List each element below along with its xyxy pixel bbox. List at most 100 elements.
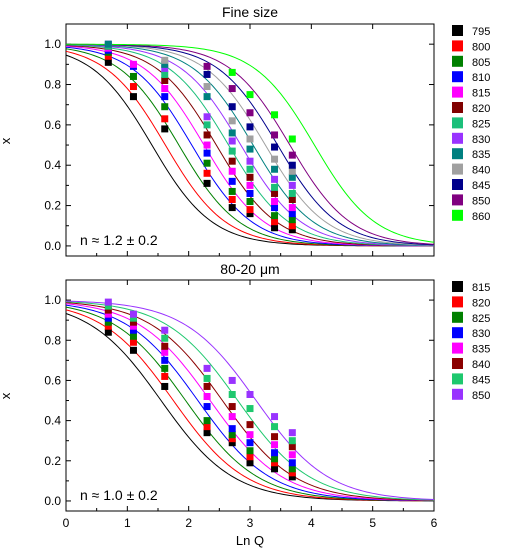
data-point-845 <box>271 143 279 151</box>
y-tick-label: 0.4 <box>44 414 61 428</box>
data-point-830 <box>288 181 296 189</box>
legend-label: 825 <box>472 118 490 130</box>
legend-swatch-835 <box>452 148 463 160</box>
data-point-845 <box>228 390 236 398</box>
data-point-850 <box>246 390 254 398</box>
legend-swatch-840 <box>452 163 463 175</box>
data-point-835 <box>104 40 112 48</box>
data-point-810 <box>271 204 279 212</box>
legend-swatch-825 <box>452 117 463 129</box>
data-point-820 <box>228 435 236 443</box>
data-point-835 <box>271 165 279 173</box>
data-point-845 <box>228 103 236 111</box>
data-point-850 <box>228 376 236 384</box>
legend-label: 850 <box>472 390 490 402</box>
y-axis-label: x <box>0 392 13 399</box>
data-point-820 <box>161 76 169 84</box>
data-point-815 <box>129 346 137 354</box>
data-point-835 <box>246 431 254 439</box>
data-point-830 <box>271 449 279 457</box>
plot-marks: 0.0 0.2 0.4 0.6 0.8 1.0 0 1 2 3 4 5 6 <box>44 279 438 530</box>
data-point-840 <box>271 155 279 163</box>
data-point-815 <box>271 465 279 473</box>
legend-label: 845 <box>472 180 490 192</box>
fit-annotation: n ≈ 1.0 ± 0.2 <box>80 487 158 503</box>
data-point-825 <box>246 447 254 455</box>
data-point-840 <box>228 403 236 411</box>
legend-swatch-805 <box>452 55 463 67</box>
legend-label: 845 <box>472 374 490 386</box>
data-point-850 <box>288 429 296 437</box>
panel-title: 80-20 μm <box>220 261 279 277</box>
data-point-815 <box>288 473 296 481</box>
legend-swatch-830 <box>452 327 463 339</box>
data-point-845 <box>271 423 279 431</box>
data-point-840 <box>161 56 169 64</box>
data-point-850 <box>271 131 279 139</box>
data-point-830 <box>129 326 137 334</box>
data-point-825 <box>246 165 254 173</box>
legend-swatch-815 <box>452 281 463 292</box>
data-point-795 <box>288 226 296 234</box>
data-point-820 <box>246 173 254 181</box>
fit-curve-835 <box>65 303 435 502</box>
x-tick-label: 1 <box>124 516 131 530</box>
data-point-850 <box>104 298 112 306</box>
data-point-835 <box>228 129 236 137</box>
data-point-805 <box>203 159 211 167</box>
legend-swatch-820 <box>452 296 463 308</box>
panel-80-20-um: 80-20 μm x Ln Q n ≈ 1.0 ± 0.2 0.00.20.40… <box>0 261 490 548</box>
data-point-795 <box>161 125 169 133</box>
data-point-825 <box>161 364 169 372</box>
legend-swatch-795 <box>452 25 463 36</box>
data-point-845 <box>203 70 211 78</box>
legend-label: 835 <box>472 344 490 356</box>
legend-label: 815 <box>472 282 490 294</box>
data-point-840 <box>203 83 211 91</box>
data-point-835 <box>161 60 169 68</box>
data-point-825 <box>271 455 279 463</box>
data-point-820 <box>288 196 296 204</box>
legend-swatch-800 <box>452 40 463 52</box>
data-point-860 <box>228 68 236 76</box>
legend-swatch-850 <box>452 194 463 206</box>
y-tick-label: 1.0 <box>44 293 61 307</box>
data-point-815 <box>271 198 279 206</box>
legend-swatch-840 <box>452 358 463 369</box>
x-tick-label: 4 <box>308 516 315 530</box>
legend-label: 815 <box>472 88 490 100</box>
data-point-825 <box>129 332 137 340</box>
data-point-815 <box>246 459 254 467</box>
data-point-850 <box>203 364 211 372</box>
data-point-850 <box>288 151 296 159</box>
data-point-815 <box>288 204 296 212</box>
legend-swatch-815 <box>452 86 463 98</box>
data-point-815 <box>203 141 211 149</box>
data-point-805 <box>246 198 254 206</box>
data-point-830 <box>203 113 211 121</box>
data-point-805 <box>161 103 169 111</box>
data-point-820 <box>161 372 169 380</box>
y-tick-label: 0.0 <box>44 239 61 253</box>
data-point-840 <box>161 342 169 350</box>
data-point-830 <box>246 439 254 447</box>
data-point-800 <box>161 115 169 123</box>
data-point-810 <box>161 93 169 101</box>
legend-label: 835 <box>472 149 490 161</box>
data-point-840 <box>288 167 296 175</box>
data-point-860 <box>246 91 254 99</box>
data-point-810 <box>228 177 236 185</box>
data-point-795 <box>228 204 236 212</box>
data-point-795 <box>129 93 137 101</box>
data-point-815 <box>161 85 169 93</box>
legend: 815 820 825 830 835 840 845 850 <box>452 281 490 402</box>
data-point-825 <box>104 318 112 326</box>
data-point-805 <box>271 212 279 220</box>
data-point-835 <box>246 145 254 153</box>
data-point-820 <box>271 189 279 197</box>
y-axis-label: x <box>0 137 13 144</box>
fit-curve-840 <box>65 43 435 246</box>
data-point-825 <box>288 465 296 473</box>
data-point-805 <box>129 72 137 80</box>
